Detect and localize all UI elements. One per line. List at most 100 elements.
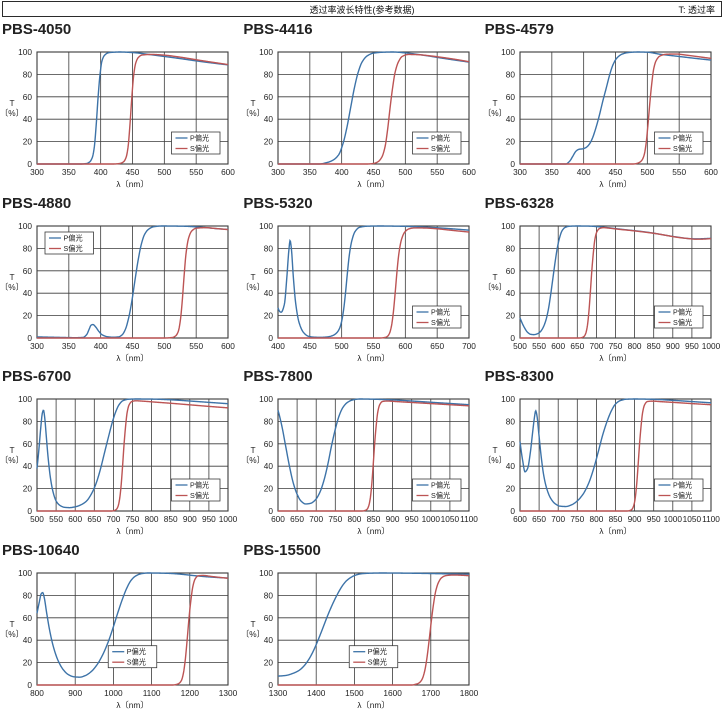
svg-text:T: T	[9, 619, 14, 629]
svg-text:S偏光: S偏光	[431, 144, 450, 153]
svg-text:1000: 1000	[663, 514, 682, 524]
svg-text:600: 600	[399, 340, 413, 350]
svg-text:1300: 1300	[219, 687, 238, 697]
svg-text:650: 650	[532, 514, 546, 524]
svg-text:950: 950	[202, 514, 216, 524]
svg-text:λ〔nm〕: λ〔nm〕	[116, 699, 148, 709]
svg-text:100: 100	[501, 221, 515, 231]
svg-text:60: 60	[505, 439, 515, 449]
svg-text:20: 20	[264, 137, 274, 147]
svg-text:20: 20	[505, 137, 515, 147]
svg-text:1000: 1000	[219, 514, 238, 524]
svg-text:P偏光: P偏光	[673, 480, 692, 489]
svg-text:40: 40	[505, 288, 515, 298]
svg-text:T: T	[251, 619, 256, 629]
svg-text:0: 0	[27, 159, 32, 169]
svg-text:950: 950	[646, 514, 660, 524]
svg-text:S偏光: S偏光	[673, 144, 692, 153]
svg-text:λ〔nm〕: λ〔nm〕	[116, 179, 148, 189]
svg-text:100: 100	[501, 394, 515, 404]
svg-text:P偏光: P偏光	[368, 646, 387, 655]
svg-text:λ〔nm〕: λ〔nm〕	[599, 526, 631, 536]
svg-text:1000: 1000	[104, 687, 123, 697]
svg-text:60: 60	[264, 265, 274, 275]
svg-text:P偏光: P偏光	[673, 133, 692, 142]
svg-text:900: 900	[183, 514, 197, 524]
svg-text:550: 550	[367, 340, 381, 350]
svg-text:850: 850	[608, 514, 622, 524]
svg-text:300: 300	[271, 167, 285, 177]
svg-text:100: 100	[259, 568, 273, 578]
svg-text:100: 100	[18, 568, 32, 578]
svg-text:800: 800	[627, 340, 641, 350]
svg-text:500: 500	[157, 340, 171, 350]
svg-text:850: 850	[367, 514, 381, 524]
svg-text:20: 20	[264, 657, 274, 667]
svg-text:450: 450	[367, 167, 381, 177]
svg-text:P偏光: P偏光	[63, 233, 82, 242]
svg-text:100: 100	[259, 394, 273, 404]
svg-text:800: 800	[145, 514, 159, 524]
svg-text:400: 400	[576, 167, 590, 177]
svg-text:700: 700	[310, 514, 324, 524]
svg-text:λ〔nm〕: λ〔nm〕	[358, 352, 390, 362]
svg-text:20: 20	[264, 310, 274, 320]
svg-text:80: 80	[505, 416, 515, 426]
svg-text:700: 700	[589, 340, 603, 350]
svg-text:100: 100	[18, 47, 32, 57]
svg-text:0: 0	[510, 506, 515, 516]
svg-text:80: 80	[23, 416, 33, 426]
svg-text:700: 700	[551, 514, 565, 524]
svg-text:80: 80	[264, 590, 274, 600]
svg-text:350: 350	[62, 167, 76, 177]
svg-text:650: 650	[570, 340, 584, 350]
svg-text:40: 40	[264, 635, 274, 645]
svg-text:750: 750	[608, 340, 622, 350]
svg-text:500: 500	[640, 167, 654, 177]
svg-text:P偏光: P偏光	[673, 307, 692, 316]
svg-text:〔%〕: 〔%〕	[241, 108, 265, 118]
svg-text:1200: 1200	[181, 687, 200, 697]
svg-text:〔%〕: 〔%〕	[241, 455, 265, 465]
svg-text:0: 0	[27, 332, 32, 342]
svg-text:20: 20	[23, 137, 33, 147]
svg-text:500: 500	[513, 340, 527, 350]
svg-text:80: 80	[264, 416, 274, 426]
svg-text:80: 80	[264, 69, 274, 79]
svg-text:〔%〕: 〔%〕	[0, 108, 24, 118]
svg-text:〔%〕: 〔%〕	[0, 281, 24, 291]
svg-text:80: 80	[23, 243, 33, 253]
svg-text:60: 60	[23, 439, 33, 449]
svg-text:650: 650	[87, 514, 101, 524]
svg-text:〔%〕: 〔%〕	[241, 628, 265, 638]
svg-text:40: 40	[23, 288, 33, 298]
svg-text:550: 550	[532, 340, 546, 350]
svg-text:S偏光: S偏光	[190, 491, 209, 500]
svg-text:40: 40	[23, 635, 33, 645]
svg-text:S偏光: S偏光	[431, 317, 450, 326]
svg-text:700: 700	[462, 340, 476, 350]
svg-text:100: 100	[259, 47, 273, 57]
svg-text:550: 550	[431, 167, 445, 177]
svg-text:800: 800	[30, 687, 44, 697]
svg-text:20: 20	[505, 310, 515, 320]
svg-text:60: 60	[264, 612, 274, 622]
svg-text:S偏光: S偏光	[63, 243, 82, 252]
svg-text:T: T	[492, 272, 497, 282]
svg-text:350: 350	[62, 340, 76, 350]
svg-text:1400: 1400	[307, 687, 326, 697]
svg-text:T: T	[492, 445, 497, 455]
svg-text:450: 450	[608, 167, 622, 177]
svg-text:S偏光: S偏光	[673, 491, 692, 500]
svg-text:900: 900	[386, 514, 400, 524]
svg-text:40: 40	[505, 114, 515, 124]
svg-text:600: 600	[513, 514, 527, 524]
svg-text:〔%〕: 〔%〕	[483, 281, 507, 291]
svg-text:80: 80	[23, 69, 33, 79]
svg-text:100: 100	[18, 394, 32, 404]
svg-text:500: 500	[335, 340, 349, 350]
svg-text:400: 400	[271, 340, 285, 350]
svg-text:λ〔nm〕: λ〔nm〕	[116, 352, 148, 362]
svg-text:60: 60	[264, 92, 274, 102]
svg-text:100: 100	[259, 221, 273, 231]
